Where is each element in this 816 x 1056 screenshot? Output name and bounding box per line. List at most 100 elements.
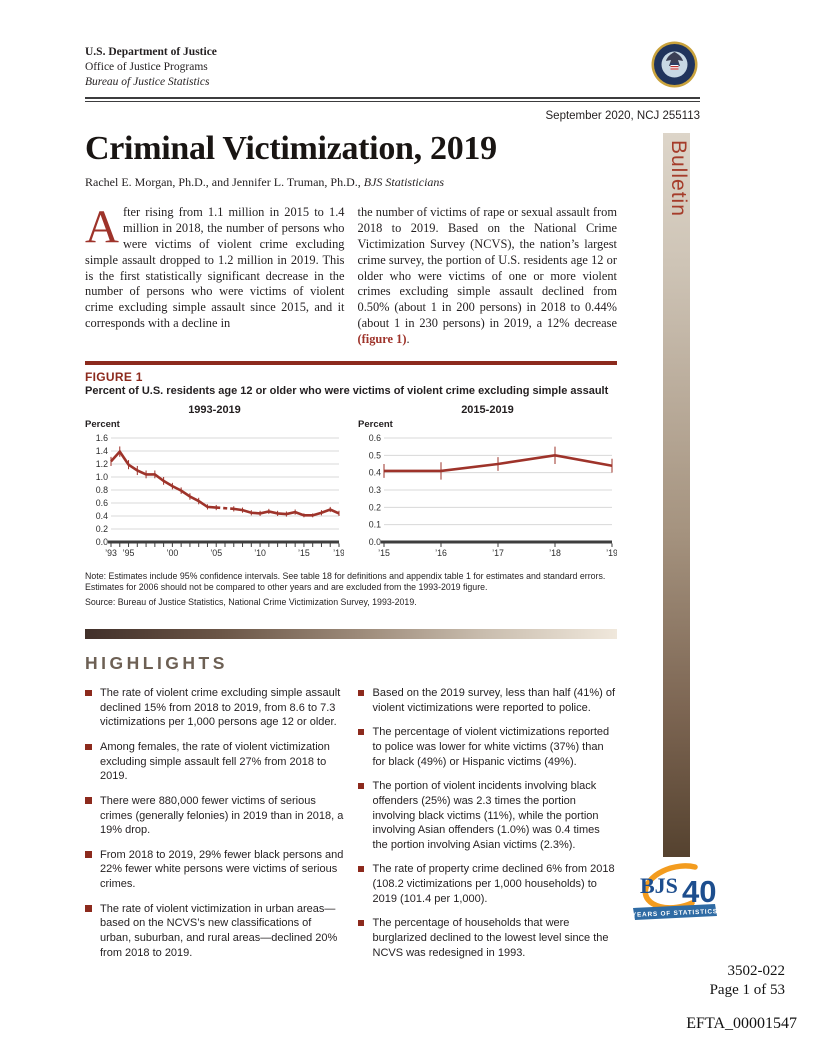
bullet-square-icon (85, 905, 92, 912)
highlights-list-right: Based on the 2019 survey, less than half… (357, 686, 618, 960)
list-item: The percentage of violent victimizations… (357, 725, 618, 769)
highlight-text: The portion of violent incidents involvi… (372, 780, 600, 851)
figure-1-reference-link[interactable]: (figure 1) (357, 332, 407, 346)
svg-text:0.2: 0.2 (369, 502, 381, 512)
chart-1993-2019: 1993-2019 Percent 0.0 0.2 0.4 0.6 0.8 1.0 1.2 1… (85, 404, 344, 564)
highlight-text: The rate of violent crime excluding simp… (100, 687, 341, 729)
dept-of-justice-line: U.S. Department of Justice (85, 46, 217, 58)
bullet-square-icon (85, 743, 92, 751)
svg-text:0.3: 0.3 (369, 485, 381, 495)
intro-column-right: the number of victims of rape or sexual … (358, 205, 618, 348)
highlight-text: The rate of violent victimization in urb… (100, 902, 338, 959)
byline-role: BJS Statisticians (363, 175, 445, 189)
svg-text:1.6: 1.6 (96, 433, 108, 443)
svg-text:’93: ’93 (105, 548, 117, 558)
bullet-square-icon (85, 689, 92, 697)
highlight-text: Among females, the rate of violent victi… (100, 741, 330, 783)
figure-note: Note: Estimates include 95% confidence i… (85, 570, 606, 593)
svg-text:’10: ’10 (254, 548, 266, 558)
bullet-square-icon (357, 865, 364, 873)
logo-40-text: 40 (682, 874, 716, 909)
list-item: There were 880,000 fewer victims of seri… (85, 794, 345, 838)
date-ncj-line: September 2020, NCJ 255113 (545, 109, 701, 122)
bulletin-sidebar: Bulletin (663, 133, 690, 857)
list-item: The rate of violent victimization in urb… (85, 902, 345, 961)
svg-text:1.0: 1.0 (96, 472, 108, 482)
chart-right-title: 2015-2019 (461, 403, 514, 416)
svg-text:0.6: 0.6 (369, 433, 381, 443)
line-chart-2015-2019: 0.0 0.1 0.2 0.3 0.4 0.5 0.6 ’15 ’16 ’17 ’18 ’19 (369, 433, 617, 558)
svg-text:’00: ’00 (167, 548, 179, 558)
svg-text:’15: ’15 (378, 548, 390, 558)
agency-block: U.S. Department of Justice Office of Jus… (85, 45, 700, 91)
list-item: From 2018 to 2019, 29% fewer black perso… (85, 848, 345, 892)
svg-text:1.2: 1.2 (96, 459, 108, 469)
svg-text:1.4: 1.4 (96, 446, 108, 456)
chart-left-title: 1993-2019 (188, 403, 241, 416)
byline: Rachel E. Morgan, Ph.D., and Jennifer L.… (85, 175, 617, 190)
highlight-text: Based on the 2019 survey, less than half… (372, 687, 616, 714)
list-item: The portion of violent incidents involvi… (357, 779, 618, 852)
highlight-text: The rate of property crime declined 6% f… (372, 863, 615, 905)
highlights-column-left: The rate of violent crime excluding simp… (85, 686, 345, 970)
list-item: Among females, the rate of violent victi… (85, 740, 345, 784)
svg-text:0.0: 0.0 (369, 537, 381, 547)
office-line: Office of Justice Programs (85, 61, 208, 74)
chart-left-ylabel: Percent (85, 418, 120, 430)
figure-title: Percent of U.S. residents age 12 or olde… (85, 384, 609, 397)
intro-text-left: fter rising from 1.1 million in 2015 to … (85, 205, 345, 331)
bullet-square-icon (357, 689, 364, 697)
svg-text:0.2: 0.2 (96, 524, 108, 534)
list-item: The rate of violent crime excluding simp… (85, 686, 345, 730)
bates-number: EFTA_00001547 (686, 1015, 797, 1032)
svg-text:0.1: 0.1 (369, 520, 381, 530)
figure-1: FIGURE 1 Percent of U.S. residents age 1… (85, 360, 617, 608)
bjs-40-logo: BJS 40 YEARS OF STATISTICS (625, 860, 723, 931)
chart-2015-2019: 2015-2019 Percent 0.0 0.1 0.2 0.3 0.4 0.5 0.6 ’… (358, 404, 617, 564)
page-header: U.S. Department of Justice Office of Jus… (85, 41, 701, 122)
main-content: Criminal Victimization, 2019 Rachel E. M… (85, 130, 617, 970)
document-number: 3502-022 (727, 963, 786, 979)
bullet-square-icon (357, 728, 364, 736)
figure-label: FIGURE 1 (85, 369, 143, 384)
highlight-text: There were 880,000 fewer victims of seri… (100, 794, 344, 837)
figure-source: Source: Bureau of Justice Statistics, Na… (85, 596, 417, 607)
intro-text-right-end: . (406, 332, 410, 346)
bullet-square-icon (85, 851, 92, 858)
section-divider-gradient (85, 629, 617, 640)
svg-text:0.0: 0.0 (96, 537, 108, 547)
bullet-square-icon (85, 797, 92, 804)
svg-text:0.5: 0.5 (369, 450, 381, 460)
highlights-columns: The rate of violent crime excluding simp… (85, 686, 617, 970)
dropcap-letter: A (85, 201, 119, 253)
svg-text:’17: ’17 (492, 548, 504, 558)
logo-banner-ribbon (633, 904, 717, 920)
doj-seal-icon (651, 41, 698, 93)
figure-charts: 1993-2019 Percent 0.0 0.2 0.4 0.6 0.8 1.0 1.2 1… (85, 404, 617, 564)
logo-banner-text: YEARS OF STATISTICS (632, 908, 718, 919)
svg-text:0.4: 0.4 (96, 511, 108, 521)
byline-names: Rachel E. Morgan, Ph.D., and Jennifer L.… (85, 175, 364, 189)
svg-text:0.6: 0.6 (96, 498, 108, 508)
intro-text-right: the number of victims of rape or sexual … (357, 205, 618, 331)
logo-bjs-text: BJS (640, 873, 678, 898)
svg-text:’18: ’18 (549, 548, 561, 558)
footer-stamps: 3502-022 Page 1 of 53 (710, 962, 785, 1000)
svg-text:’16: ’16 (435, 548, 447, 558)
svg-text:’05: ’05 (210, 548, 222, 558)
page-title: Criminal Victimization, 2019 (85, 130, 497, 167)
bullet-square-icon (357, 782, 364, 790)
highlight-text: The percentage of violent victimizations… (372, 726, 610, 768)
line-chart-1993-2019: 0.0 0.2 0.4 0.6 0.8 1.0 1.2 1.4 1.6 ’93 ’95 ’00 ’05 ’… (96, 433, 344, 558)
bulletin-label: Bulletin (667, 140, 690, 217)
highlight-text: From 2018 to 2019, 29% fewer black perso… (100, 848, 344, 891)
svg-text:’95: ’95 (123, 548, 135, 558)
highlight-text: The percentage of households that were b… (372, 917, 609, 959)
svg-text:0.4: 0.4 (369, 468, 381, 478)
list-item: Based on the 2019 survey, less than half… (357, 686, 618, 715)
list-item: The percentage of households that were b… (357, 916, 618, 960)
bureau-line: Bureau of Justice Statistics (85, 76, 210, 89)
highlights-heading: HIGHLIGHTS (85, 653, 228, 674)
bullet-square-icon (357, 919, 364, 927)
